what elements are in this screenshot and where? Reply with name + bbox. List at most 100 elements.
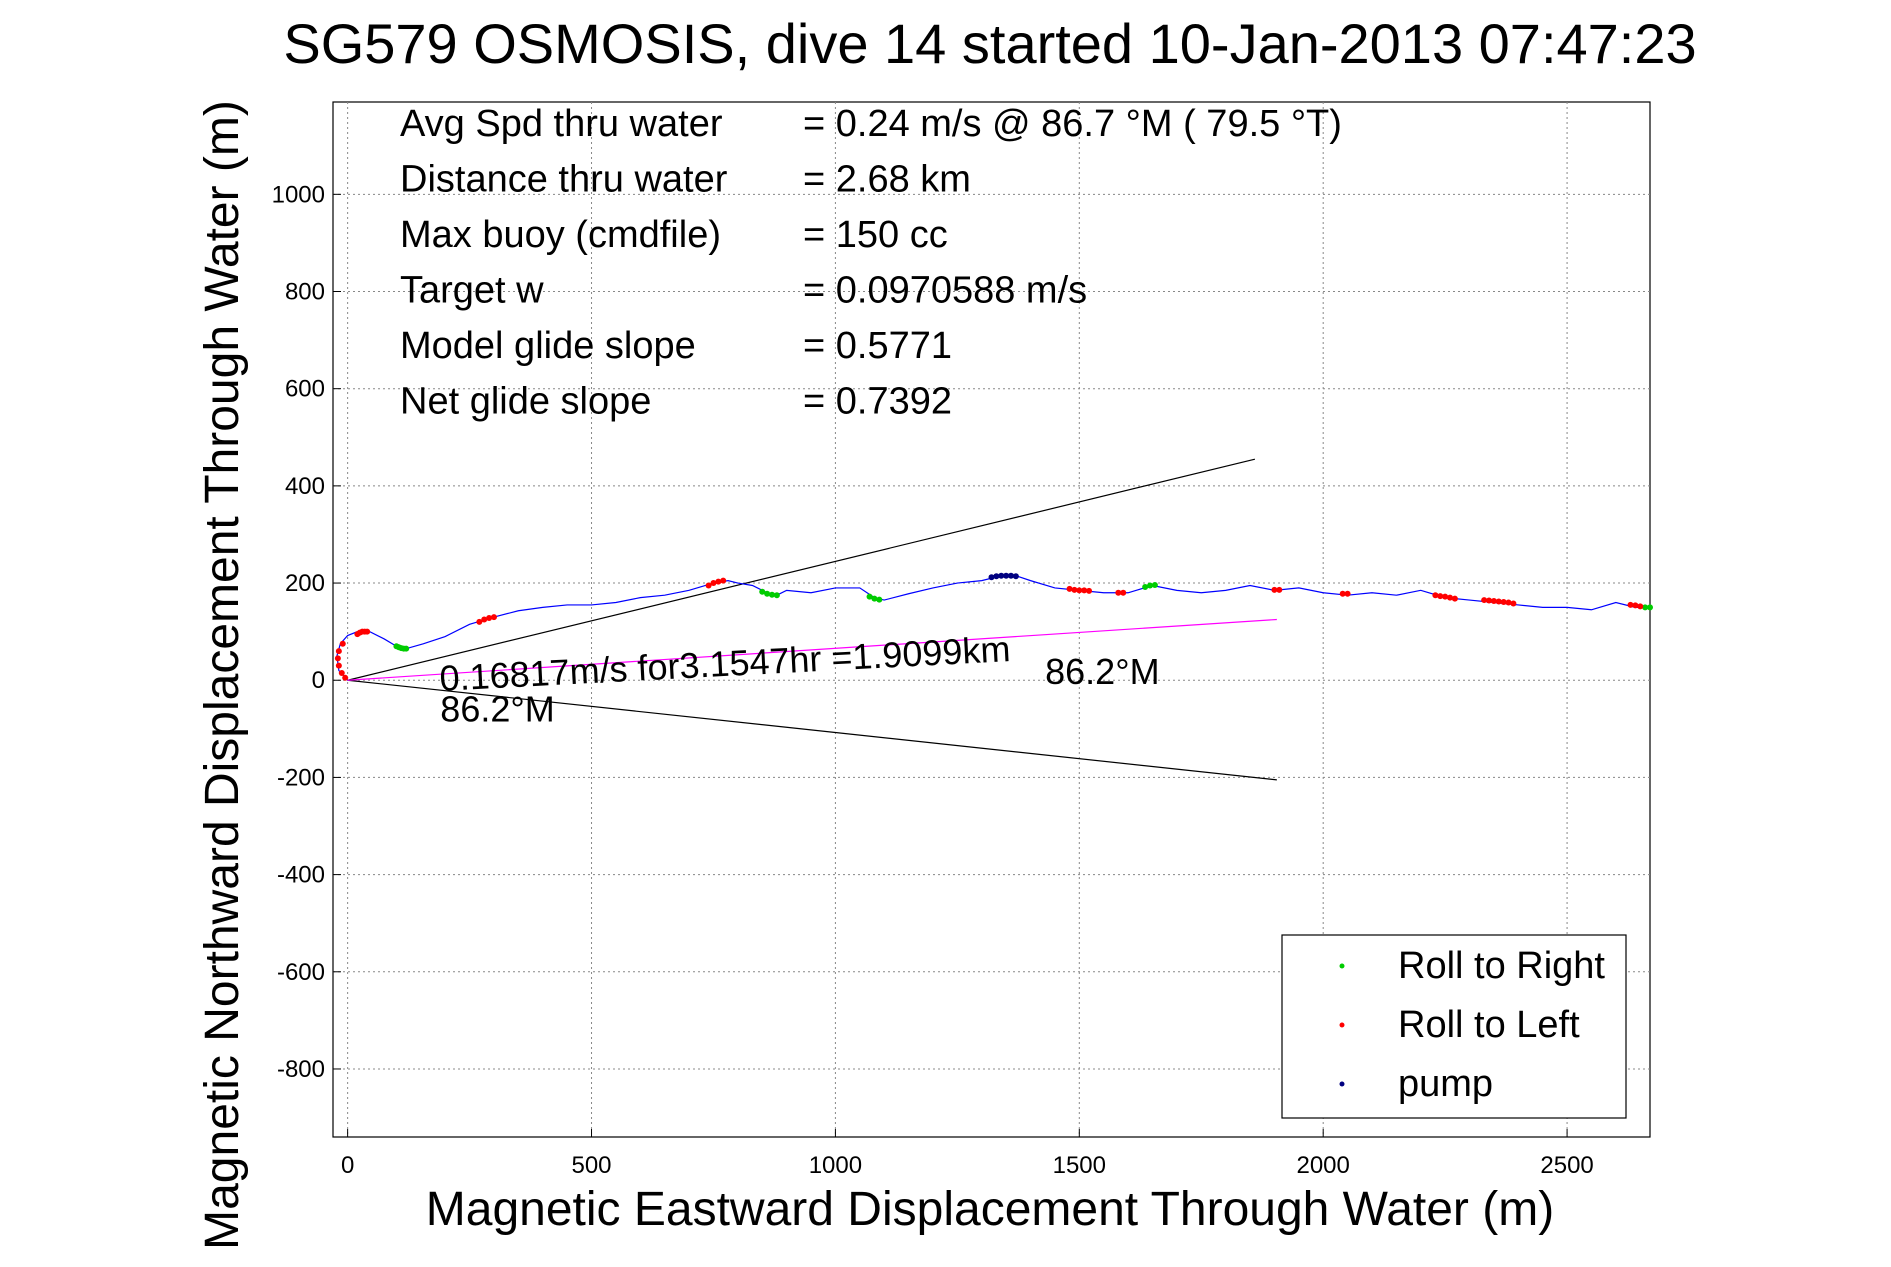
marker-roll-left xyxy=(1442,593,1449,600)
legend-box xyxy=(1281,934,1627,1119)
info-value: = 0.5771 xyxy=(803,325,952,367)
marker-roll-right xyxy=(1147,582,1154,589)
legend-marker xyxy=(1339,1081,1345,1087)
plot-area: 0 500 1000 1500 2000 2500 -800 -600 -400 -200 0 200… xyxy=(272,101,1653,1179)
marker-roll-left xyxy=(1637,603,1644,610)
marker-roll-left xyxy=(1490,598,1497,605)
y-axis-label: Magnetic Northward Displacement Through … xyxy=(196,100,249,1250)
marker-roll-right xyxy=(866,593,873,600)
marker-roll-left xyxy=(1066,585,1073,592)
marker-roll-right xyxy=(769,591,775,598)
marker-roll-right xyxy=(773,592,780,599)
x-tick-label: 0 xyxy=(341,1152,354,1179)
legend-label: Roll to Right xyxy=(1398,945,1605,987)
marker-pump xyxy=(1012,573,1019,580)
info-label: Max buoy (cmdfile) xyxy=(400,214,721,256)
marker-roll-left xyxy=(710,580,717,587)
marker-roll-left xyxy=(1344,590,1351,597)
marker-roll-left xyxy=(1437,593,1444,600)
marker-roll-left xyxy=(335,662,342,669)
marker-roll-left xyxy=(1627,601,1634,608)
info-label: Avg Spd thru water xyxy=(400,103,723,145)
legend-marker xyxy=(1339,1022,1345,1028)
legend-marker xyxy=(1339,963,1345,969)
info-label: Distance thru water xyxy=(400,159,728,201)
marker-pump xyxy=(988,574,995,581)
marker-roll-left xyxy=(1451,595,1458,602)
marker-pump xyxy=(1003,572,1010,579)
marker-roll-left xyxy=(490,614,497,621)
marker-pump xyxy=(993,573,1000,580)
x-tick-label: 2000 xyxy=(1296,1152,1349,1179)
info-value: = 0.0970588 m/s xyxy=(803,270,1087,312)
marker-roll-right xyxy=(403,645,410,652)
x-tick-label: 500 xyxy=(571,1152,611,1179)
marker-roll-left xyxy=(1081,587,1088,594)
marker-roll-right xyxy=(876,596,883,603)
marker-roll-right xyxy=(1647,604,1653,611)
legend-label: pump xyxy=(1398,1063,1493,1105)
marker-roll-left xyxy=(1271,586,1278,593)
marker-roll-left xyxy=(1339,590,1346,597)
marker-roll-left xyxy=(481,616,488,623)
y-tick-label: 400 xyxy=(285,473,325,500)
reference-line-net-track xyxy=(347,618,1277,681)
info-value: = 0.24 m/s @ 86.7 °M ( 79.5 °T) xyxy=(803,103,1342,145)
reference-line-upper-bound xyxy=(347,458,1256,681)
x-axis-label: Magnetic Eastward Displacement Through W… xyxy=(426,1183,1554,1236)
marker-roll-right xyxy=(1642,604,1649,611)
legend-label: Roll to Left xyxy=(1398,1004,1580,1046)
marker-roll-left xyxy=(1495,598,1502,605)
y-tick-label: 600 xyxy=(285,376,325,403)
y-tick-label: 0 xyxy=(312,667,325,694)
marker-roll-left xyxy=(720,577,727,584)
info-label: Net glide slope xyxy=(400,381,651,423)
marker-pump xyxy=(998,572,1005,579)
x-tick-label: 1500 xyxy=(1053,1152,1106,1179)
marker-roll-left xyxy=(1432,592,1439,599)
marker-roll-right xyxy=(1142,583,1149,590)
marker-roll-right xyxy=(764,590,771,597)
marker-roll-left xyxy=(1120,589,1127,596)
marker-roll-left xyxy=(334,655,341,662)
marker-roll-left xyxy=(1076,587,1083,594)
marker-roll-left xyxy=(1071,586,1078,593)
y-tick-label: -200 xyxy=(277,764,325,791)
info-value: = 150 cc xyxy=(803,214,948,256)
marker-roll-left xyxy=(1500,599,1507,606)
annotation-text: 86.2°M xyxy=(1045,651,1159,692)
marker-roll-left xyxy=(705,582,712,589)
marker-roll-left xyxy=(476,618,483,625)
series-line-track xyxy=(336,575,1650,681)
marker-roll-left xyxy=(486,615,493,622)
marker-roll-left xyxy=(1486,597,1493,604)
info-label: Model glide slope xyxy=(400,325,696,367)
marker-roll-left xyxy=(1505,599,1512,606)
marker-roll-left xyxy=(339,640,346,647)
y-tick-label: -800 xyxy=(277,1056,325,1083)
marker-roll-left xyxy=(1632,602,1639,609)
marker-roll-right xyxy=(871,595,878,602)
marker-roll-right xyxy=(759,588,766,595)
marker-roll-left xyxy=(1115,589,1122,596)
chart-title: SG579 OSMOSIS, dive 14 started 10-Jan-20… xyxy=(283,12,1696,75)
marker-pump xyxy=(1008,572,1015,579)
marker-roll-left xyxy=(715,578,722,585)
y-tick-label: -400 xyxy=(277,862,325,889)
marker-roll-left xyxy=(338,669,345,676)
info-value: = 0.7392 xyxy=(803,381,952,423)
marker-roll-left xyxy=(364,628,371,635)
x-tick-label: 1000 xyxy=(809,1152,862,1179)
marker-roll-left xyxy=(1276,586,1283,593)
x-tick-label: 2500 xyxy=(1540,1152,1593,1179)
marker-roll-right xyxy=(1151,582,1158,588)
y-tick-label: 800 xyxy=(285,279,325,306)
y-tick-label: 1000 xyxy=(272,181,325,208)
y-tick-label: 200 xyxy=(285,570,325,597)
marker-roll-left xyxy=(1447,594,1454,601)
marker-roll-left xyxy=(342,674,349,681)
reference-line-lower-bound xyxy=(347,679,1277,781)
marker-roll-left xyxy=(1481,597,1488,604)
